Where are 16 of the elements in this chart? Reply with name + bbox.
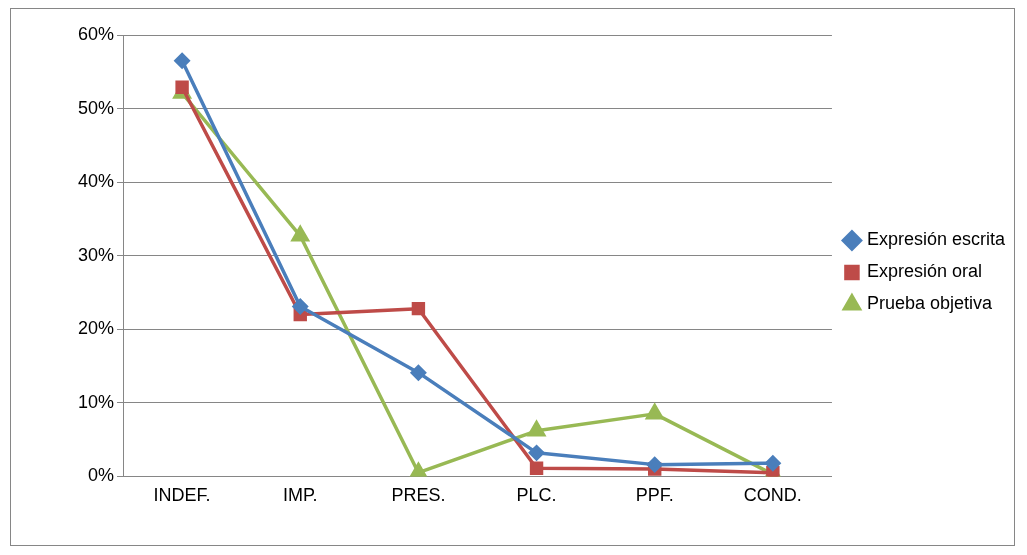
y-tick-label: 60% <box>78 23 115 44</box>
y-tick-label: 50% <box>78 97 115 118</box>
x-tick-label: INDEF. <box>153 485 211 506</box>
y-tick-label: 30% <box>78 244 115 265</box>
x-tick-label: IMP. <box>282 485 318 506</box>
y-tick-label: 40% <box>78 171 115 192</box>
x-tick-label: PLC. <box>516 485 557 506</box>
x-tick-label: COND. <box>743 485 802 506</box>
y-tick-label: 20% <box>78 318 115 339</box>
y-tick-label: 0% <box>88 465 115 486</box>
legend-label: Expresión oral <box>866 261 982 282</box>
y-tick-label: 10% <box>78 391 115 412</box>
legend-label: Prueba objetiva <box>866 293 994 314</box>
x-tick-label: PRES. <box>391 485 446 506</box>
x-tick-label: PPF. <box>635 485 674 506</box>
legend-label: Expresión escrita <box>866 229 1006 250</box>
